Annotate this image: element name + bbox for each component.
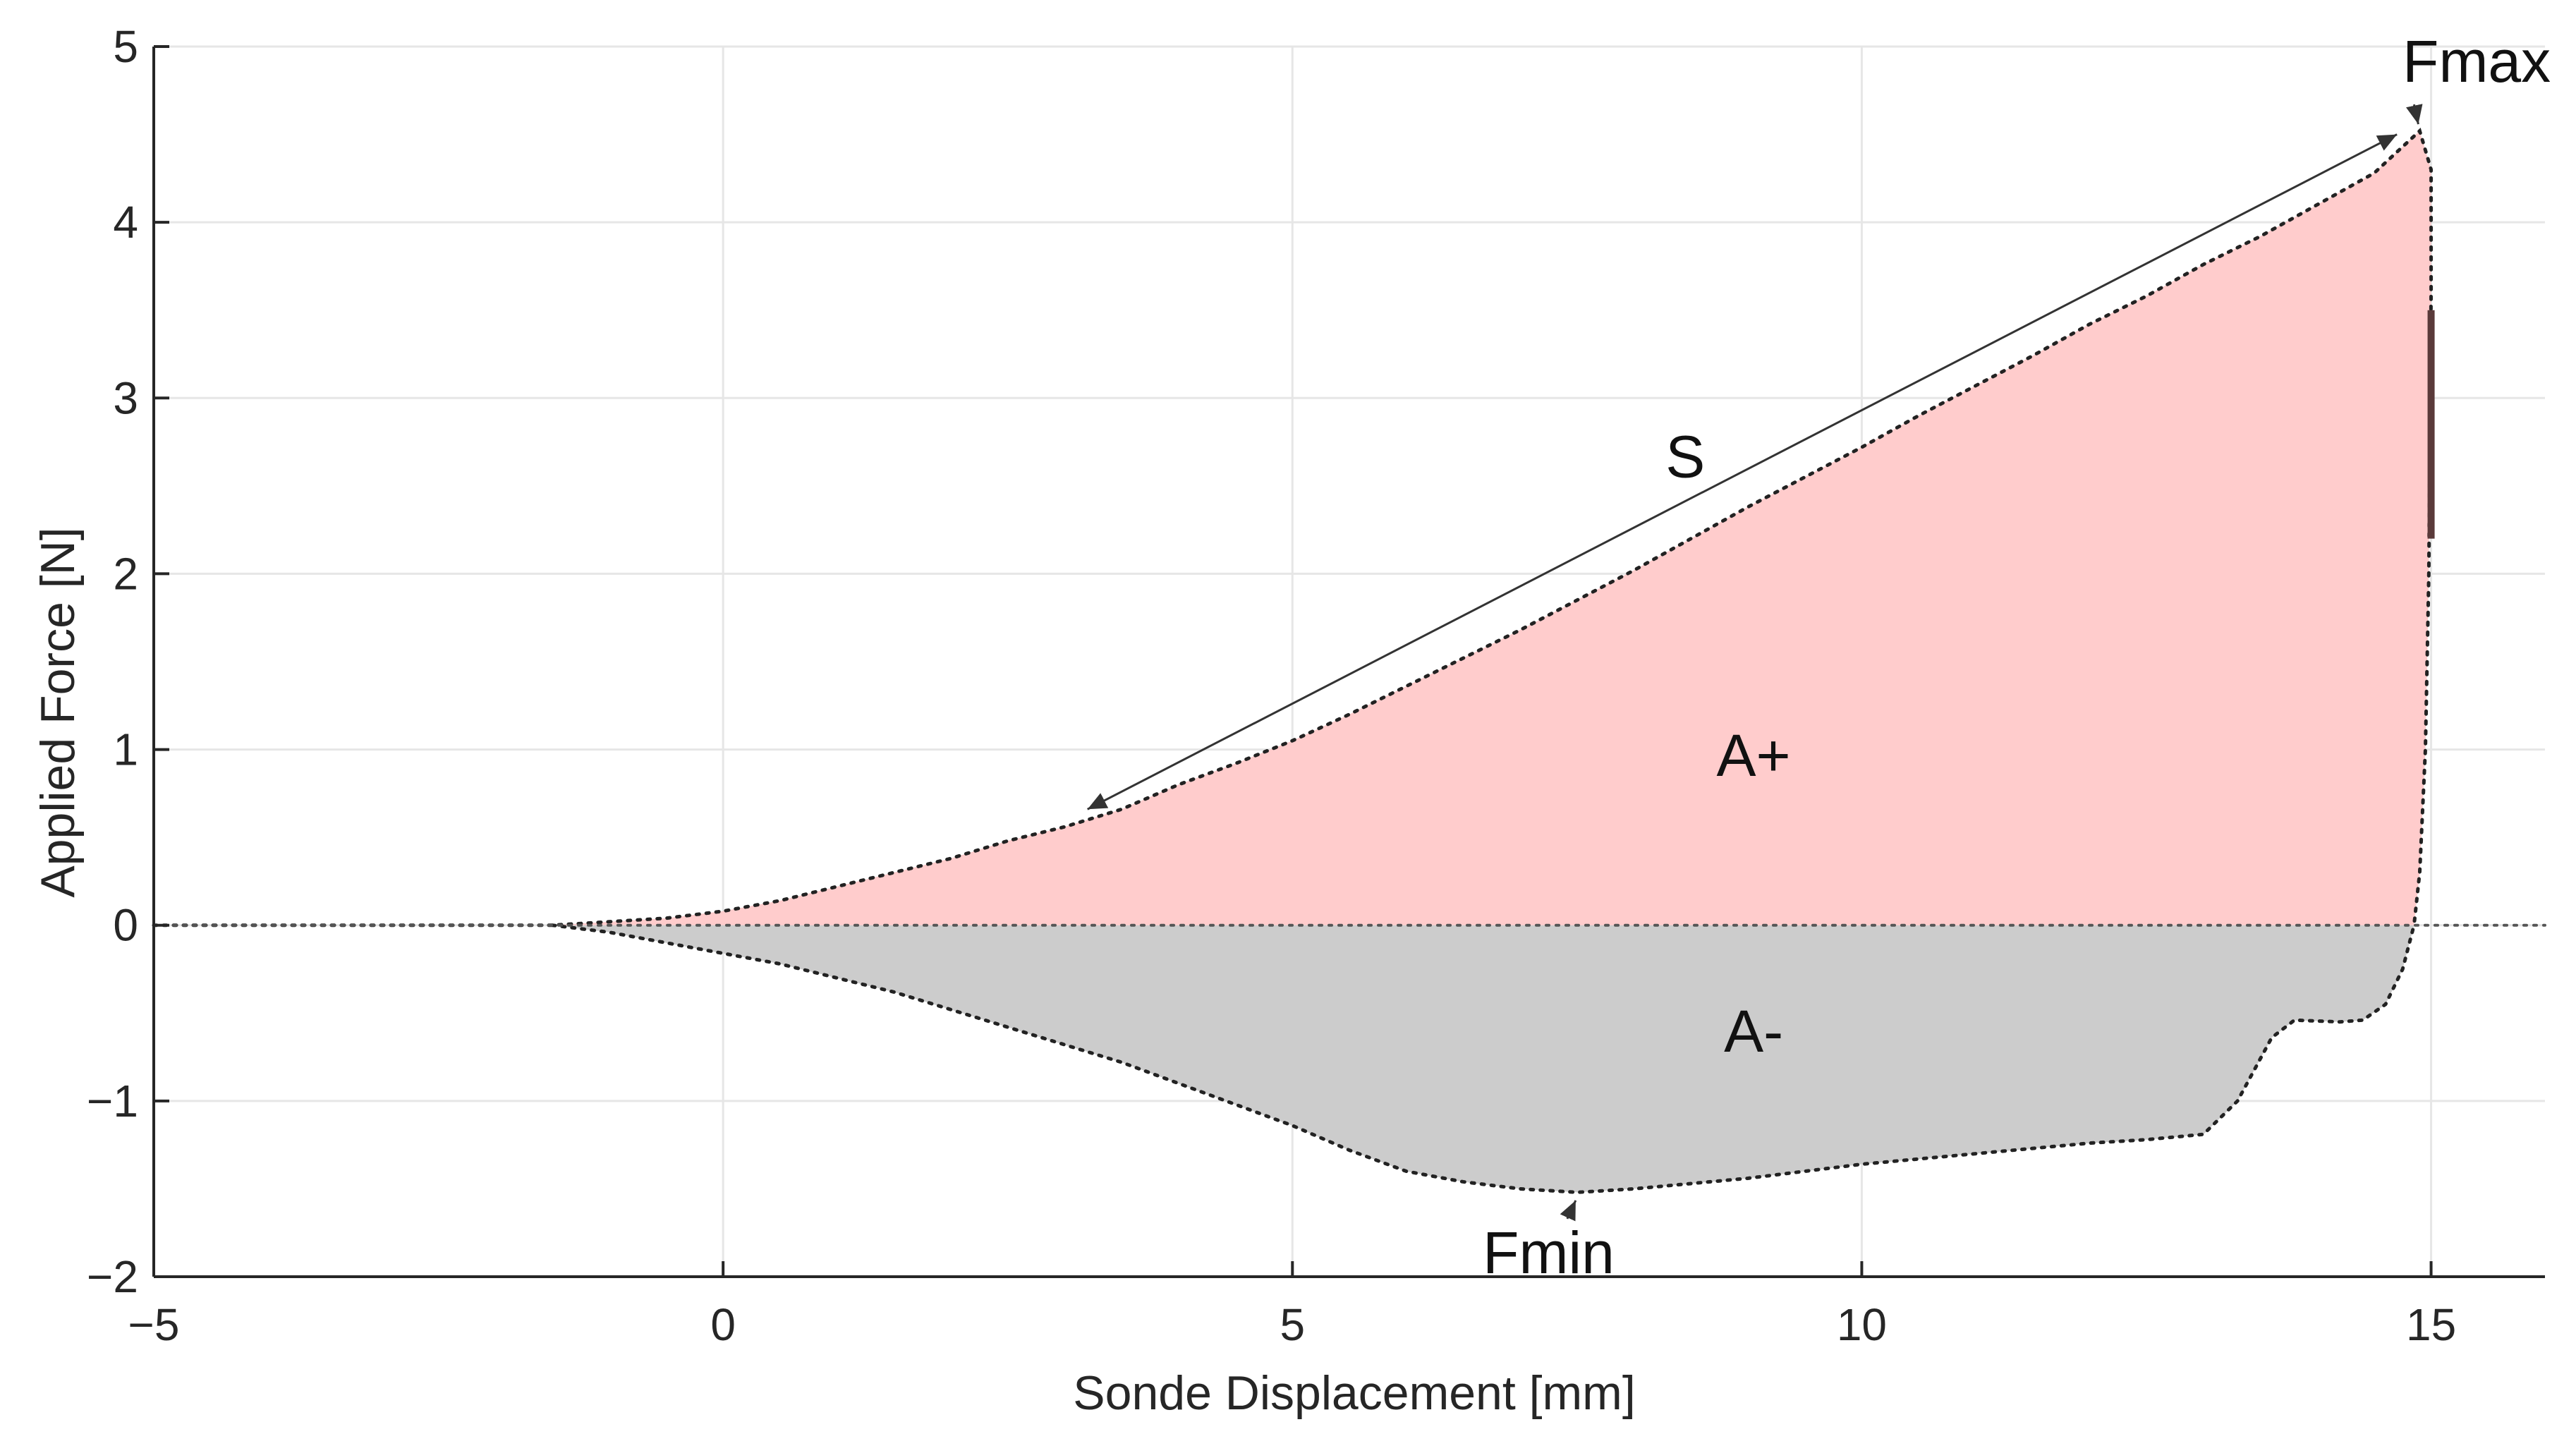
annotations: Fmax S A+ A- Fmin (1087, 28, 2551, 1286)
x-tick-label: 5 (1280, 1299, 1305, 1350)
x-tick-label: −5 (128, 1299, 180, 1350)
y-tick-label: 0 (113, 900, 138, 951)
annotation-a-label: A+ (1717, 722, 1791, 789)
y-axis-title: Applied Force [N] (31, 527, 85, 897)
annotation-fmin-label: Fmin (1483, 1220, 1615, 1286)
y-tick-label: 5 (113, 21, 138, 72)
annotation-fmax-label: Fmax (2402, 28, 2551, 95)
annotation-a-label: A- (1724, 998, 1783, 1064)
curve-negative (550, 923, 2416, 1194)
x-tick-label: 0 (710, 1299, 736, 1350)
area-negative (552, 925, 2414, 1193)
fmax-marker (2406, 104, 2423, 125)
y-tick-label: −1 (87, 1076, 138, 1126)
x-tick-label: 10 (1837, 1299, 1887, 1350)
y-tick-label: 1 (113, 724, 138, 775)
s-arrow (1087, 133, 2398, 810)
x-axis-title: Sonde Displacement [mm] (1073, 1366, 1635, 1420)
y-tick-label: −2 (87, 1251, 138, 1302)
y-tick-label: 4 (113, 197, 138, 248)
axes: −5 0 5 10 15 −2 −1 0 1 2 3 4 5 (87, 21, 2545, 1350)
x-tick-label: 15 (2406, 1299, 2456, 1350)
y-tick-label: 3 (113, 372, 138, 423)
fmin-marker (1560, 1200, 1577, 1222)
annotation-s-label: S (1665, 423, 1705, 490)
y-tick-label: 2 (113, 548, 138, 599)
